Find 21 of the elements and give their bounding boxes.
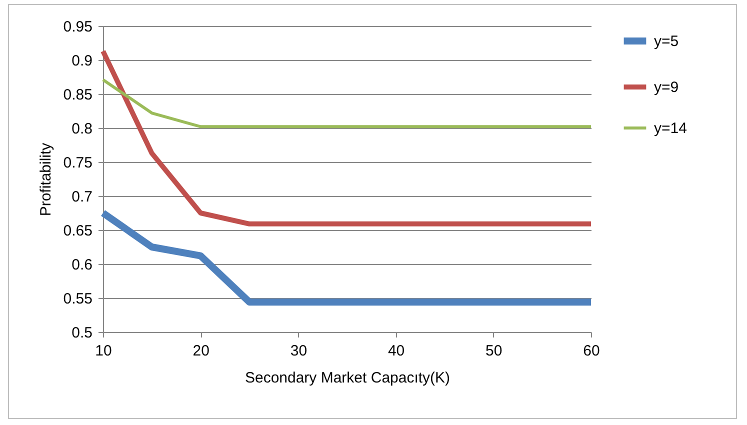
y-tick-label: 0.9	[72, 52, 92, 70]
y-tick-label: 0.85	[63, 86, 92, 104]
y-tick-label: 0.55	[63, 290, 92, 308]
y-tick-label: 0.75	[63, 154, 92, 172]
y-tick-label: 0.8	[72, 120, 92, 138]
x-tick-label: 50	[486, 342, 502, 360]
y-axis-title: Profitability	[37, 142, 54, 216]
legend-label: y=5	[654, 33, 679, 50]
legend-label: y=9	[654, 79, 679, 96]
x-tick-label: 10	[95, 342, 112, 360]
y-tick-label: 0.5	[72, 324, 92, 342]
y-tick-label: 0.7	[72, 188, 92, 206]
y-tick-label: 0.95	[63, 18, 92, 36]
y-tick-label: 0.6	[72, 256, 92, 274]
x-tick-label: 30	[290, 342, 308, 360]
x-axis-title: Secondary Market Capacıty(K)	[244, 370, 450, 386]
x-tick-label: 60	[583, 342, 600, 360]
y-tick-label: 0.65	[63, 222, 92, 240]
x-tick-label: 20	[192, 342, 210, 360]
x-tick-label: 40	[388, 342, 405, 360]
legend-label: y=14	[654, 120, 687, 137]
